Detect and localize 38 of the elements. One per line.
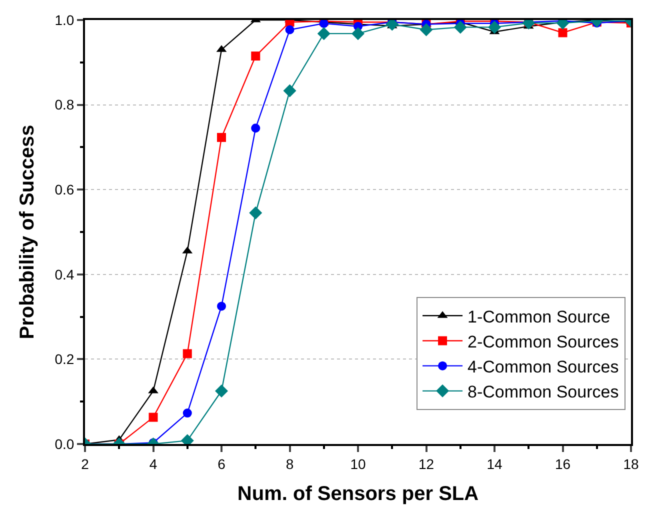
point <box>215 384 228 398</box>
legend-label: 4-Common Sources <box>468 357 619 376</box>
point <box>217 132 226 142</box>
x-tick-label: 16 <box>554 456 571 472</box>
x-tick-label: 4 <box>149 456 158 472</box>
y-tick-label: 0.4 <box>54 266 74 282</box>
point <box>558 28 568 38</box>
point <box>217 302 226 311</box>
point <box>182 408 192 418</box>
legend-label: 2-Common Sources <box>468 332 619 352</box>
text: 1.0 <box>54 12 74 28</box>
point <box>285 25 294 34</box>
legend-label: 1-Common Source <box>468 307 610 326</box>
point <box>283 84 296 98</box>
x-tick-label: 10 <box>350 456 366 472</box>
point <box>317 27 330 40</box>
point <box>251 124 260 133</box>
point <box>148 412 158 422</box>
x-tick-label: 2 <box>81 456 90 472</box>
point <box>488 20 501 34</box>
x-tick-label: 12 <box>418 456 434 472</box>
point <box>454 20 467 34</box>
x-tick-label: 14 <box>486 456 502 472</box>
point <box>182 349 192 358</box>
point <box>249 206 262 220</box>
x-tick-label: 6 <box>218 456 226 472</box>
text: 0.0 <box>54 436 74 452</box>
x-tick-label: 18 <box>623 456 639 472</box>
point <box>352 27 364 40</box>
x-axis-title: Num. of Sensors per SLA <box>237 482 479 505</box>
x-tick-label: 8 <box>286 456 294 472</box>
point <box>420 23 433 36</box>
point <box>251 52 260 61</box>
y-tick-label: 0.2 <box>54 351 74 368</box>
y-tick-label: 0.8 <box>54 96 74 113</box>
y-axis-title: Probability of Success <box>16 124 39 340</box>
y-tick-label: 0.6 <box>54 182 74 198</box>
legend-label: 8-Common Sources <box>468 382 619 402</box>
